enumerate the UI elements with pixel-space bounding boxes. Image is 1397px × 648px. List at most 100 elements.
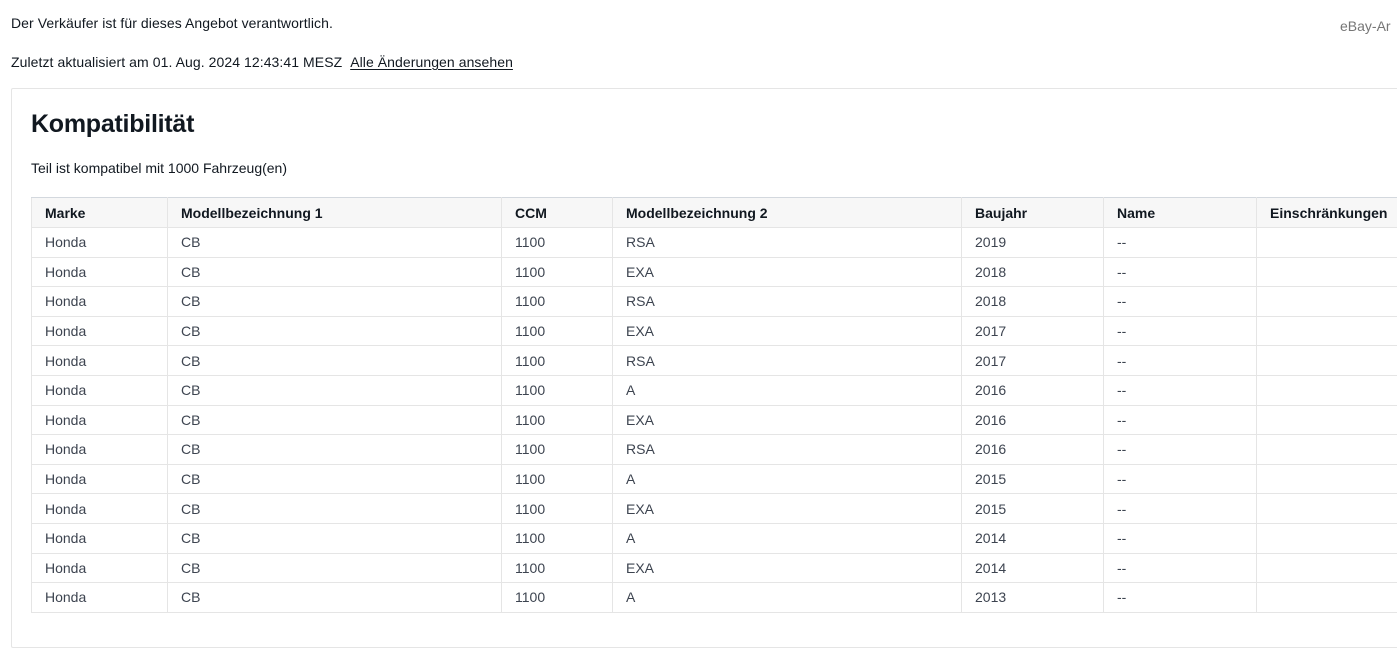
table-cell: Honda xyxy=(32,435,168,465)
table-cell: A xyxy=(613,583,962,613)
view-all-changes-link[interactable]: Alle Änderungen ansehen xyxy=(350,54,513,70)
table-cell: -- xyxy=(1104,523,1257,553)
compatibility-count-text: Teil ist kompatibel mit 1000 Fahrzeug(en… xyxy=(31,139,1397,177)
seller-responsibility-note: Der Verkäufer ist für dieses Angebot ver… xyxy=(11,14,1397,32)
table-cell: CB xyxy=(168,583,502,613)
table-cell: A xyxy=(613,523,962,553)
table-cell: CB xyxy=(168,257,502,287)
table-cell: CB xyxy=(168,346,502,376)
table-cell: Honda xyxy=(32,464,168,494)
table-cell: 1100 xyxy=(502,257,613,287)
table-cell: 2016 xyxy=(962,435,1104,465)
table-cell: 2018 xyxy=(962,257,1104,287)
table-cell: 2018 xyxy=(962,287,1104,317)
table-cell: RSA xyxy=(613,228,962,258)
table-cell: 1100 xyxy=(502,464,613,494)
table-cell: -- xyxy=(1104,405,1257,435)
table-cell: Honda xyxy=(32,494,168,524)
table-cell: 2013 xyxy=(962,583,1104,613)
table-cell: 1100 xyxy=(502,405,613,435)
table-cell xyxy=(1257,523,1397,553)
table-cell: EXA xyxy=(613,494,962,524)
table-cell: -- xyxy=(1104,228,1257,258)
table-cell: 1100 xyxy=(502,316,613,346)
table-cell: A xyxy=(613,375,962,405)
last-updated-label: Zuletzt aktualisiert am xyxy=(11,54,149,70)
column-header-3: Modellbezeichnung 2 xyxy=(613,198,962,228)
table-cell: Honda xyxy=(32,346,168,376)
table-cell: 2019 xyxy=(962,228,1104,258)
table-cell: 1100 xyxy=(502,583,613,613)
table-cell: CB xyxy=(168,287,502,317)
table-cell: -- xyxy=(1104,375,1257,405)
column-header-4: Baujahr xyxy=(962,198,1104,228)
table-cell: 2017 xyxy=(962,346,1104,376)
column-header-5: Name xyxy=(1104,198,1257,228)
table-cell: 1100 xyxy=(502,435,613,465)
table-cell: CB xyxy=(168,464,502,494)
table-cell: 2014 xyxy=(962,553,1104,583)
table-cell: 2015 xyxy=(962,464,1104,494)
table-cell: EXA xyxy=(613,316,962,346)
table-cell: -- xyxy=(1104,553,1257,583)
table-cell: Honda xyxy=(32,523,168,553)
column-header-6: Einschränkungen xyxy=(1257,198,1397,228)
table-cell: CB xyxy=(168,494,502,524)
table-cell xyxy=(1257,346,1397,376)
column-header-2: CCM xyxy=(502,198,613,228)
table-cell xyxy=(1257,257,1397,287)
table-cell xyxy=(1257,405,1397,435)
column-header-1: Modellbezeichnung 1 xyxy=(168,198,502,228)
table-cell: 2015 xyxy=(962,494,1104,524)
table-cell: Honda xyxy=(32,257,168,287)
table-cell: -- xyxy=(1104,464,1257,494)
table-cell xyxy=(1257,464,1397,494)
compatibility-page: Der Verkäufer ist für dieses Angebot ver… xyxy=(0,0,1397,611)
table-cell: 2016 xyxy=(962,375,1104,405)
table-cell: -- xyxy=(1104,346,1257,376)
table-cell: -- xyxy=(1104,435,1257,465)
table-cell: Honda xyxy=(32,583,168,613)
table-cell: 1100 xyxy=(502,494,613,524)
last-updated-timestamp: 01. Aug. 2024 12:43:41 MESZ xyxy=(153,54,342,70)
table-cell: A xyxy=(613,464,962,494)
table-cell: 2017 xyxy=(962,316,1104,346)
table-cell xyxy=(1257,316,1397,346)
table-cell: CB xyxy=(168,523,502,553)
table-cell: 2014 xyxy=(962,523,1104,553)
table-cell: CB xyxy=(168,405,502,435)
table-cell: -- xyxy=(1104,316,1257,346)
table-cell xyxy=(1257,494,1397,524)
table-cell xyxy=(1257,375,1397,405)
last-updated-line: Zuletzt aktualisiert am 01. Aug. 2024 12… xyxy=(11,53,1397,71)
table-cell: -- xyxy=(1104,287,1257,317)
table-cell: Honda xyxy=(32,287,168,317)
table-cell: 1100 xyxy=(502,523,613,553)
table-cell: Honda xyxy=(32,553,168,583)
table-cell: Honda xyxy=(32,228,168,258)
table-cell: 1100 xyxy=(502,553,613,583)
table-cell: -- xyxy=(1104,257,1257,287)
table-cell: 1100 xyxy=(502,287,613,317)
ebay-item-number-label: eBay-Ar xyxy=(1340,17,1397,35)
table-cell: 1100 xyxy=(502,346,613,376)
table-cell: 1100 xyxy=(502,228,613,258)
table-cell: RSA xyxy=(613,287,962,317)
table-cell: RSA xyxy=(613,346,962,376)
compatibility-card: Kompatibilität Teil ist kompatibel mit 1… xyxy=(11,88,1397,648)
table-cell: 1100 xyxy=(502,375,613,405)
table-cell: CB xyxy=(168,316,502,346)
table-cell: -- xyxy=(1104,494,1257,524)
table-cell: Honda xyxy=(32,405,168,435)
